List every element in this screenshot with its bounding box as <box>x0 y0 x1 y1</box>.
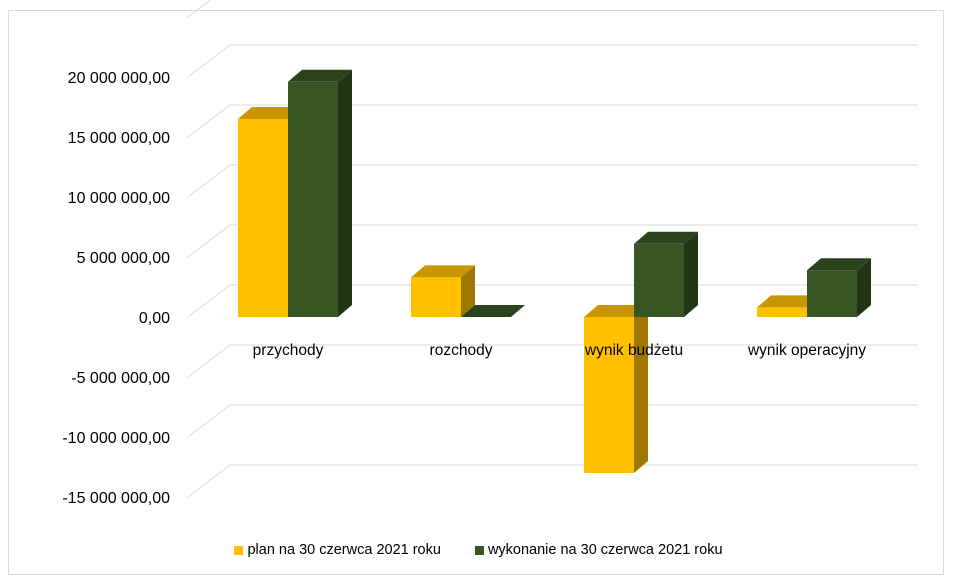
bar-wykonanie-0 <box>288 81 338 317</box>
bar-side-wykonanie-2 <box>684 231 698 317</box>
gridline-diagonal <box>187 104 231 138</box>
gridline-diagonal <box>187 224 231 258</box>
gridline-diagonal <box>187 164 231 198</box>
bar-plan-0 <box>238 119 288 317</box>
category-label: wynik budżetu <box>584 342 683 359</box>
bar-top-plan-2 <box>584 305 648 317</box>
y-tick-label: -15 000 000,00 <box>62 490 170 507</box>
chart-area <box>8 10 944 575</box>
bar-wykonanie-2 <box>634 243 684 317</box>
gridline-diagonal <box>187 464 231 498</box>
legend-item-plan: plan na 30 czerwca 2021 roku <box>234 542 441 558</box>
bar-top-wykonanie-2 <box>634 231 698 244</box>
bar-top-plan-1 <box>411 265 475 278</box>
y-tick-label: 5 000 000,00 <box>77 250 171 267</box>
y-tick-label: 15 000 000,00 <box>68 130 170 147</box>
y-tick-label: 0,00 <box>139 310 170 327</box>
legend-item-wykonanie: wykonanie na 30 czerwca 2021 roku <box>474 542 723 558</box>
bar-plan-3 <box>757 307 807 317</box>
y-tick-label: 20 000 000,00 <box>68 70 170 87</box>
bar-side-wykonanie-3 <box>857 258 871 317</box>
legend: plan na 30 czerwca 2021 roku wykonanie n… <box>0 542 957 558</box>
category-label: rozchody <box>430 342 493 359</box>
bar-wykonanie-3 <box>807 270 857 317</box>
bar-side-wykonanie-0 <box>338 69 352 317</box>
y-tick-label: -5 000 000,00 <box>71 370 170 387</box>
bar-plan-2 <box>584 317 634 473</box>
gridline-diagonal <box>187 344 231 378</box>
gridline-diagonal <box>187 44 231 78</box>
bar-top-plan-3 <box>757 295 821 308</box>
legend-label-wykonanie: wykonanie na 30 czerwca 2021 roku <box>487 542 723 558</box>
bar-top-plan-0 <box>238 107 302 119</box>
category-label: wynik operacyjny <box>747 342 866 359</box>
bar-top-wykonanie-1 <box>461 305 525 317</box>
legend-label-plan: plan na 30 czerwca 2021 roku <box>247 542 441 558</box>
gridline-diagonal <box>187 284 231 318</box>
bar-top-wykonanie-3 <box>807 258 871 271</box>
legend-swatch-wykonanie <box>474 545 484 555</box>
bar-side-plan-2 <box>634 305 648 473</box>
legend-swatch-plan <box>234 545 244 555</box>
gridline-diagonal <box>187 404 231 438</box>
gridline-diagonal <box>187 0 212 18</box>
y-tick-label: -10 000 000,00 <box>62 430 170 447</box>
bar-plan-1 <box>411 277 461 317</box>
y-tick-label: 10 000 000,00 <box>68 190 170 207</box>
bar-side-plan-1 <box>461 265 475 317</box>
category-label: przychody <box>253 342 324 359</box>
bar-top-wykonanie-0 <box>288 69 352 82</box>
